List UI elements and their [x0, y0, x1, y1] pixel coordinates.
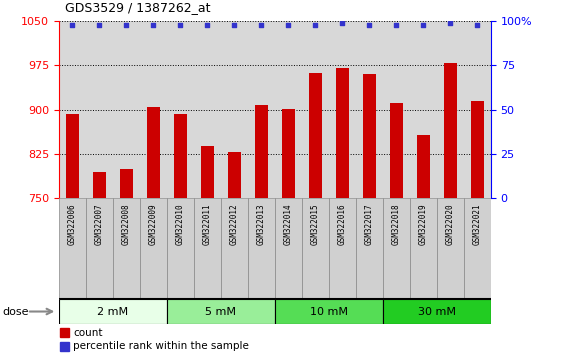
Point [257, 22, 266, 28]
Point [311, 22, 320, 28]
Point [392, 22, 401, 28]
Bar [356, 198, 383, 299]
Text: GSM322021: GSM322021 [473, 203, 482, 245]
Text: GSM322010: GSM322010 [176, 203, 185, 245]
Bar [119, 169, 133, 198]
Text: GSM322009: GSM322009 [149, 203, 158, 245]
Point [446, 20, 455, 26]
Text: GSM322013: GSM322013 [257, 203, 266, 245]
Point [122, 22, 131, 28]
Bar [194, 198, 221, 299]
Bar [390, 103, 403, 198]
Bar [201, 146, 214, 198]
Text: GSM322014: GSM322014 [284, 203, 293, 245]
Text: GSM322007: GSM322007 [95, 203, 104, 245]
Point [176, 22, 185, 28]
Bar [167, 198, 194, 299]
Text: GSM322012: GSM322012 [230, 203, 239, 245]
Bar [410, 198, 437, 299]
Text: 30 mM: 30 mM [418, 307, 456, 316]
Text: count: count [73, 328, 103, 338]
Text: GSM322015: GSM322015 [311, 203, 320, 245]
Text: GSM322008: GSM322008 [122, 203, 131, 245]
Bar [437, 198, 464, 299]
Text: GSM322017: GSM322017 [365, 203, 374, 245]
Point [365, 22, 374, 28]
Bar [221, 198, 248, 299]
Text: GSM322011: GSM322011 [203, 203, 212, 245]
Point [230, 22, 239, 28]
Bar [228, 152, 241, 198]
Text: 2 mM: 2 mM [98, 307, 128, 316]
Bar [417, 135, 430, 198]
Bar [383, 299, 491, 324]
Point [419, 22, 428, 28]
Point [338, 20, 347, 26]
Bar [66, 114, 79, 198]
Bar [113, 198, 140, 299]
Bar [309, 73, 322, 198]
Bar [383, 198, 410, 299]
Bar [60, 329, 69, 337]
Bar [302, 198, 329, 299]
Text: percentile rank within the sample: percentile rank within the sample [73, 342, 249, 352]
Point [473, 22, 482, 28]
Bar [140, 198, 167, 299]
Bar [174, 114, 187, 198]
Text: dose: dose [3, 307, 29, 316]
Bar [362, 74, 376, 198]
Bar [444, 63, 457, 198]
Point [95, 22, 104, 28]
Bar [275, 299, 383, 324]
Point [203, 22, 212, 28]
Text: GSM322020: GSM322020 [446, 203, 455, 245]
Bar [86, 198, 113, 299]
Text: 5 mM: 5 mM [205, 307, 236, 316]
Point [284, 22, 293, 28]
Text: GDS3529 / 1387262_at: GDS3529 / 1387262_at [65, 1, 210, 14]
Text: GSM322016: GSM322016 [338, 203, 347, 245]
Point [68, 22, 77, 28]
Bar [329, 198, 356, 299]
Text: GSM322006: GSM322006 [68, 203, 77, 245]
Bar [282, 109, 295, 198]
Bar [255, 105, 268, 198]
Bar [167, 299, 275, 324]
Bar [275, 198, 302, 299]
Bar [59, 198, 86, 299]
Bar [60, 342, 69, 351]
Bar [146, 107, 160, 198]
Bar [471, 101, 484, 198]
Bar [59, 299, 167, 324]
Bar [248, 198, 275, 299]
Bar [464, 198, 491, 299]
Bar [93, 172, 106, 198]
Text: 10 mM: 10 mM [310, 307, 348, 316]
Bar [335, 68, 349, 198]
Text: GSM322019: GSM322019 [419, 203, 428, 245]
Text: GSM322018: GSM322018 [392, 203, 401, 245]
Point [149, 22, 158, 28]
